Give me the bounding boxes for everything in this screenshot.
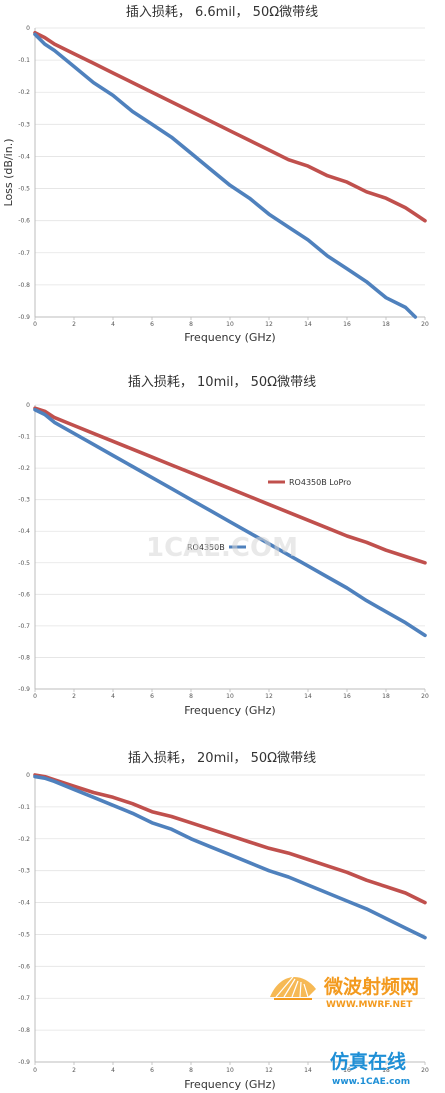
site-watermark: 仿真在线 www.1CAE.com — [330, 1050, 410, 1087]
x-tick-label: 6 — [150, 1067, 154, 1074]
x-tick-label: 0 — [33, 1067, 37, 1074]
y-tick-label: -0.3 — [18, 121, 30, 128]
y-tick-label: -0.8 — [18, 1027, 30, 1034]
x-tick-label: 6 — [150, 321, 154, 328]
y-tick-label: -0.7 — [18, 250, 30, 257]
y-tick-label: -0.7 — [18, 623, 30, 630]
x-tick-label: 12 — [265, 1067, 273, 1074]
charts-layer: 插入损耗， 6.6mil， 50Ω微带线 0 -0.1 -0.2 -0.3 -0.4 -0.… — [2, 5, 429, 1091]
y-axis-label: Loss (dB/in.) — [2, 139, 15, 207]
x-axis-label: Frequency (GHz) — [184, 1078, 275, 1091]
y-tick-label: -0.4 — [18, 900, 30, 907]
series-line-1 — [33, 406, 427, 565]
legend-label: RO4350B — [187, 543, 225, 552]
series-line-2 — [33, 407, 427, 638]
y-tick-label: -0.9 — [18, 314, 30, 321]
x-tick-label: 6 — [150, 693, 154, 700]
x-tick-label: 2 — [72, 321, 76, 328]
x-axis-label: Frequency (GHz) — [184, 331, 275, 344]
y-tick-label: -0.6 — [18, 591, 30, 598]
x-tick-label: 4 — [111, 321, 115, 328]
y-tick-label: -0.6 — [18, 963, 30, 970]
shell-logo-icon — [270, 976, 316, 1000]
y-tick-label: -0.7 — [18, 995, 30, 1002]
x-tick-label: 10 — [226, 1067, 234, 1074]
chart-1: 插入损耗， 6.6mil， 50Ω微带线 0 -0.1 -0.2 -0.3 -0.4 -0.… — [2, 5, 429, 344]
x-tick-label: 8 — [189, 321, 193, 328]
brand-watermark-cn: 微波射频网 — [323, 975, 419, 998]
x-tick-label: 2 — [72, 1067, 76, 1074]
y-tick-label: 0 — [26, 402, 30, 409]
x-tick-label: 10 — [226, 321, 234, 328]
x-tick-label: 16 — [343, 321, 351, 328]
chart-2: 插入损耗， 10mil， 50Ω微带线 0 -0.1 -0.2 -0.3 -0.4 -0.5… — [18, 375, 429, 717]
x-tick-label: 0 — [33, 693, 37, 700]
brand-watermark-url: WWW.MWRF.NET — [326, 1000, 413, 1010]
chart-title: 插入损耗， 20mil， 50Ω微带线 — [128, 751, 316, 766]
x-tick-label: 12 — [265, 321, 273, 328]
x-tick-label: 14 — [304, 321, 312, 328]
series-line-1 — [33, 30, 427, 223]
legend-label: RO4350B LoPro — [289, 478, 351, 487]
y-tick-label: -0.8 — [18, 654, 30, 661]
x-tick-label: 16 — [343, 693, 351, 700]
y-tick-label: 0 — [26, 772, 30, 779]
x-tick-label: 8 — [189, 693, 193, 700]
watermark-center-text: 1CAE.COM — [146, 533, 298, 563]
chart-title: 插入损耗， 6.6mil， 50Ω微带线 — [126, 5, 318, 20]
x-tick-label: 18 — [382, 693, 390, 700]
series-line-1 — [33, 773, 427, 905]
x-tick-label: 4 — [111, 1067, 115, 1074]
site-watermark-cn: 仿真在线 — [330, 1050, 406, 1073]
series-line-2 — [33, 774, 427, 940]
y-tick-label: -0.1 — [18, 434, 30, 441]
x-tick-label: 10 — [226, 693, 234, 700]
y-tick-label: 0 — [26, 25, 30, 32]
y-tick-label: -0.6 — [18, 218, 30, 225]
x-axis-label: Frequency (GHz) — [184, 704, 275, 717]
x-tick-label: 4 — [111, 693, 115, 700]
x-tick-label: 16 — [343, 1067, 351, 1074]
chart-title: 插入损耗， 10mil， 50Ω微带线 — [128, 375, 316, 390]
y-tick-label: -0.5 — [18, 560, 30, 567]
site-watermark-url: www.1CAE.com — [332, 1077, 410, 1087]
x-tick-label: 14 — [304, 693, 312, 700]
x-tick-label: 12 — [265, 693, 273, 700]
x-tick-label: 14 — [304, 1067, 312, 1074]
y-tick-label: -0.9 — [18, 686, 30, 693]
y-tick-label: -0.4 — [18, 153, 30, 160]
x-tick-label: 2 — [72, 693, 76, 700]
y-tick-label: -0.8 — [18, 282, 30, 289]
y-tick-label: -0.3 — [18, 497, 30, 504]
x-tick-label: 0 — [33, 321, 37, 328]
y-tick-label: -0.4 — [18, 528, 30, 535]
series-line-2 — [33, 32, 418, 319]
chart-3: 插入损耗， 20mil， 50Ω微带线 0 -0.1 -0.2 -0.3 -0.4 -0.5… — [18, 751, 429, 1091]
x-tick-label: 18 — [382, 321, 390, 328]
y-tick-label: -0.1 — [18, 57, 30, 64]
x-tick-label: 18 — [382, 1067, 390, 1074]
x-tick-label: 20 — [421, 321, 429, 328]
y-tick-label: -0.9 — [18, 1059, 30, 1066]
y-tick-label: -0.5 — [18, 931, 30, 938]
x-tick-label: 20 — [421, 1067, 429, 1074]
y-tick-label: -0.2 — [18, 89, 30, 96]
x-tick-label: 20 — [421, 693, 429, 700]
y-tick-label: -0.2 — [18, 836, 30, 843]
y-tick-label: -0.5 — [18, 186, 30, 193]
brand-watermark: 微波射频网 WWW.MWRF.NET — [270, 975, 419, 1010]
x-tick-label: 8 — [189, 1067, 193, 1074]
y-tick-label: -0.2 — [18, 465, 30, 472]
y-tick-label: -0.3 — [18, 868, 30, 875]
y-tick-label: -0.1 — [18, 804, 30, 811]
